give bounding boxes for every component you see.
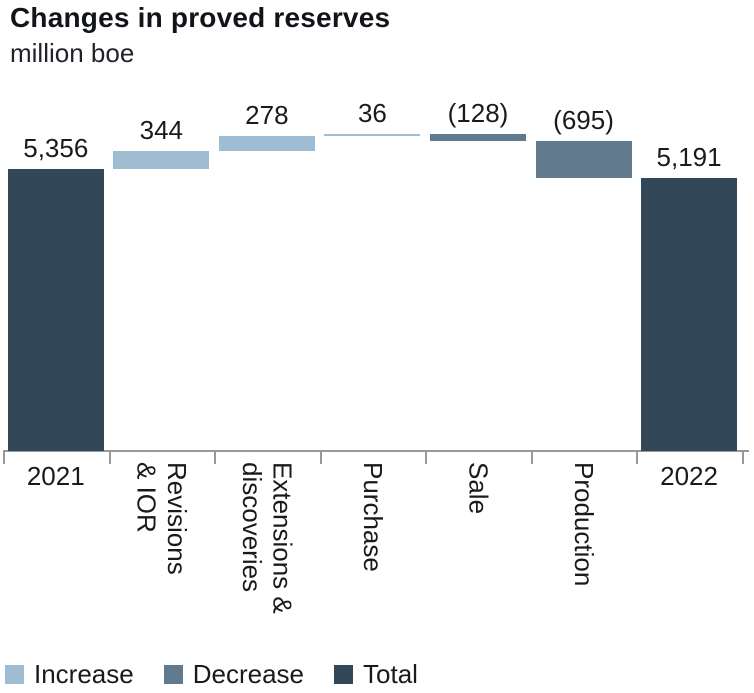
x-tick-label-2022: 2022 [660,461,718,491]
x-tick-label-wrap-purchase: Purchase [320,462,426,572]
x-tick-label-wrap-extensions-discoveries: Extensions & discoveries [214,462,320,614]
legend-label-increase: Increase [34,659,134,689]
legend-item-decrease: Decrease [163,659,305,689]
bar-extensions-discoveries [218,136,315,151]
legend-label-decrease: Decrease [192,659,305,689]
x-axis-tick [636,450,639,464]
bar-sale [429,134,526,142]
value-label-purchase: 36 [357,98,387,129]
legend-swatch-decrease [163,665,183,684]
x-tick-label-revisions-ior: Revisions & IOR [131,462,192,575]
legend-swatch-increase [5,665,24,684]
x-axis-tick [319,450,322,464]
x-axis-tick [425,450,428,464]
x-axis-tick [108,450,111,464]
x-tick-label-sale: Sale [463,462,494,515]
value-label-2022: 5,191 [656,141,722,172]
x-tick-label-wrap-sale: Sale [425,462,531,514]
chart-title: Changes in proved reserves [10,2,391,33]
value-label-revisions-ior: 344 [139,114,184,145]
x-axis-tick [3,450,5,464]
x-tick-label-wrap-production: Production [531,462,637,586]
bar-production [535,141,632,178]
bar-2022 [641,177,738,451]
x-axis-tick [530,450,533,464]
bar-revisions-ior [113,150,210,169]
value-label-sale: (128) [447,98,509,129]
value-label-2021: 5,356 [23,133,89,163]
x-axis-tick [214,450,217,464]
value-label-production: (695) [553,105,614,136]
x-tick-label-extensions-discoveries: Extensions & discoveries [236,462,298,614]
x-tick-label-production: Production [568,462,599,587]
legend-item-total: Total [334,659,418,689]
legend: Increase Decrease Total [5,659,418,689]
legend-item-increase: Increase [5,659,134,689]
legend-swatch-total [334,665,354,684]
x-tick-label-purchase: Purchase [357,462,388,572]
x-axis-line [3,450,749,452]
x-tick-label-wrap-revisions-ior: Revisions & IOR [109,462,215,575]
chart-subtitle: million boe [10,38,135,68]
legend-label-total: Total [363,659,418,689]
x-axis-tick [741,450,744,464]
value-label-extensions-discoveries: 278 [245,100,289,131]
bar-2021 [7,169,104,451]
bar-purchase [324,134,421,137]
x-tick-label-2021: 2021 [26,461,85,491]
